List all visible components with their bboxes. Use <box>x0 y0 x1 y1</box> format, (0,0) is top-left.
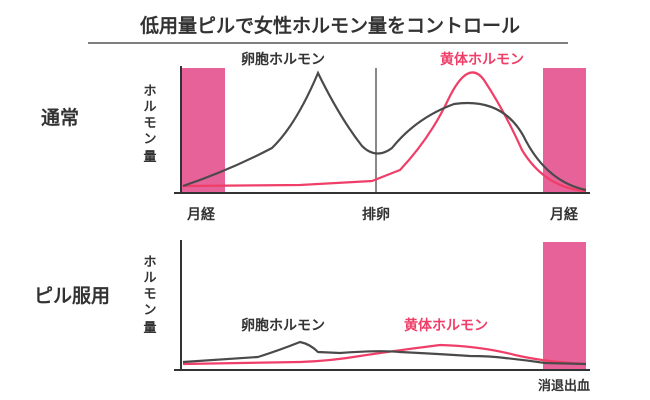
normal-y-char-3: モ <box>143 116 156 131</box>
pill-y-char-3: モ <box>143 287 156 302</box>
normal-y-axis-label: ホ ル モ ン 量 <box>143 84 156 165</box>
pill-withdrawal-band <box>543 242 586 369</box>
normal-estrogen-curve <box>182 70 587 192</box>
pill-progesterone-label: 黄体ホルモン <box>404 317 488 334</box>
normal-period-band-end <box>543 68 586 192</box>
normal-progesterone-curve <box>182 71 587 193</box>
pill-y-char-2: ル <box>143 271 156 286</box>
pill-y-char-1: ホ <box>143 255 156 270</box>
normal-x-tick-end: 月経 <box>549 206 579 223</box>
normal-y-char-2: ル <box>143 100 156 115</box>
normal-row-label: 通常 <box>41 106 79 129</box>
page-title: 低用量ピルで女性ホルモン量をコントロール <box>139 14 520 37</box>
pill-y-axis-label: ホ ル モ ン 量 <box>143 255 156 336</box>
pill-estrogen-label: 卵胞ホルモン <box>241 317 325 334</box>
normal-y-char-4: ン <box>143 132 156 147</box>
normal-progesterone-label: 黄体ホルモン <box>440 51 524 68</box>
normal-y-char-5: 量 <box>143 150 156 165</box>
normal-x-tick-start: 月経 <box>186 206 216 223</box>
pill-row-label: ピル服用 <box>34 285 110 307</box>
normal-estrogen-label: 卵胞ホルモン <box>241 51 325 68</box>
pill-y-char-4: ン <box>143 303 156 318</box>
pill-estrogen-curve <box>182 340 587 366</box>
normal-x-tick-mid: 排卵 <box>362 206 390 223</box>
normal-y-char-1: ホ <box>143 84 156 99</box>
pill-cycle-chart: ピル服用 ホ ル モ ン 量 卵胞ホルモン 黄体ホルモン 消退出血 <box>34 240 590 394</box>
pill-progesterone-curve <box>182 343 587 366</box>
normal-cycle-chart: 通常 ホ ル モ ン 量 卵胞ホルモン 黄体ホルモン 月経 排卵 月経 <box>41 51 590 223</box>
normal-period-band-start <box>181 68 225 192</box>
pill-x-tick-end: 消退出血 <box>538 378 590 394</box>
pill-y-char-5: 量 <box>143 321 156 336</box>
